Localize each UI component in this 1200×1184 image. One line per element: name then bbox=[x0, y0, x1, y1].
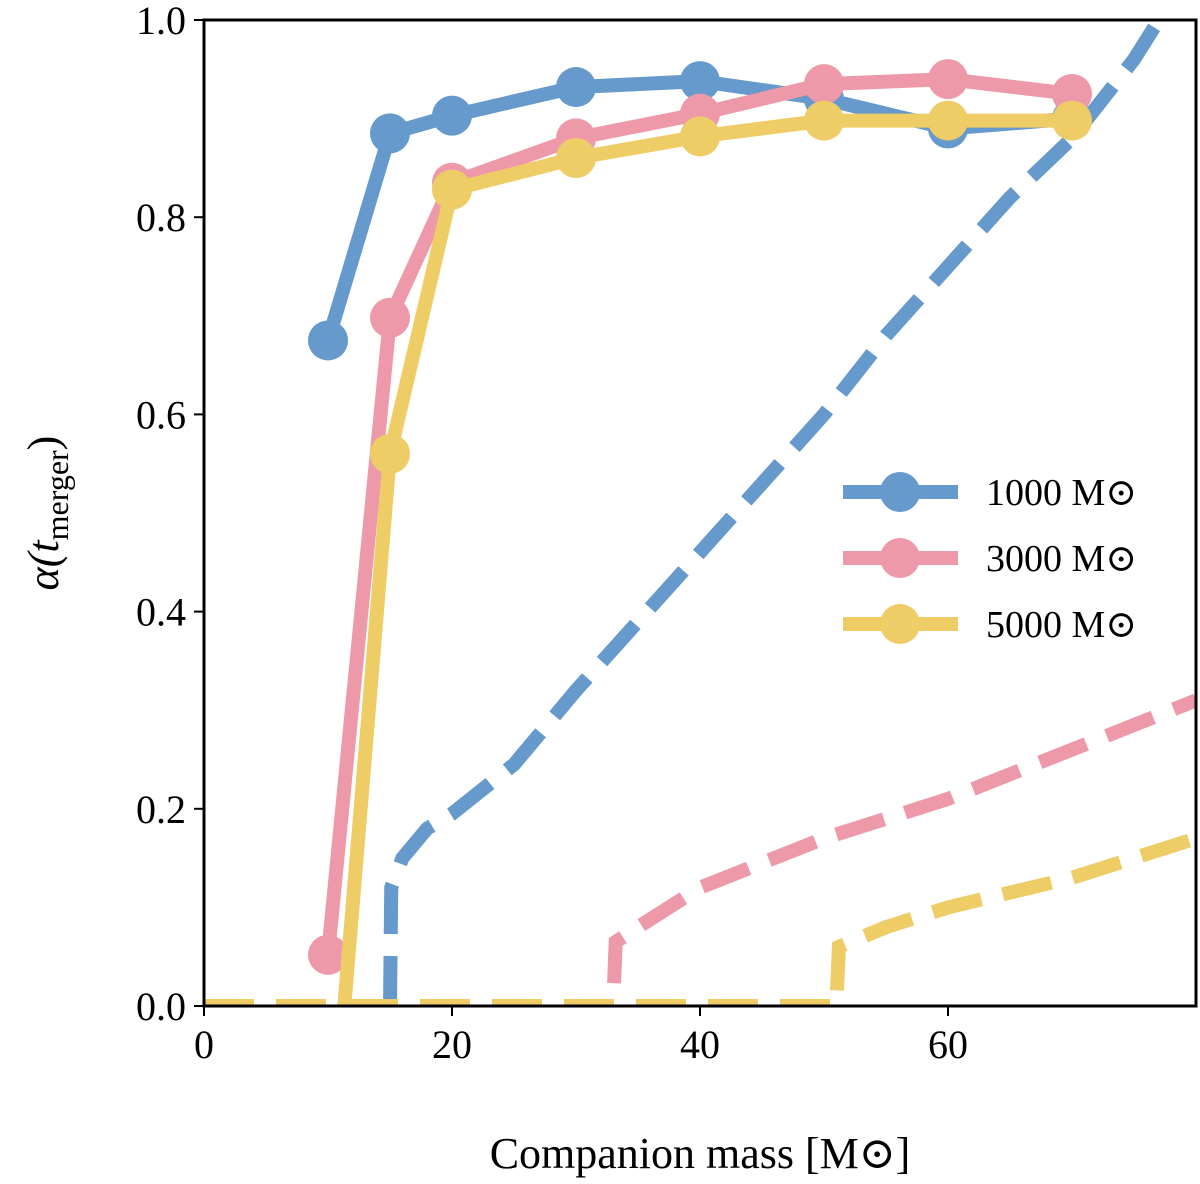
solid-lines bbox=[308, 59, 1092, 1006]
y-tick-label: 0.4 bbox=[136, 590, 186, 635]
data-point bbox=[928, 100, 968, 141]
data-point bbox=[308, 934, 348, 975]
legend-label: 1000 M⊙ bbox=[986, 472, 1137, 514]
y-axis: 0.0 0.2 0.4 0.6 0.8 1.0 bbox=[136, 0, 204, 1029]
dashed-line-0 bbox=[383, 20, 1165, 1006]
data-point bbox=[432, 169, 472, 210]
legend-label: 3000 M⊙ bbox=[986, 538, 1137, 580]
data-point bbox=[432, 95, 472, 136]
data-point bbox=[680, 61, 720, 102]
x-axis: 0 20 40 60 bbox=[194, 1006, 968, 1067]
y-tick-label: 1.0 bbox=[136, 0, 186, 43]
data-point bbox=[556, 67, 596, 108]
dashed-line-2 bbox=[204, 831, 1196, 1006]
data-point bbox=[680, 116, 720, 157]
data-point bbox=[370, 297, 410, 338]
legend-label: 5000 M⊙ bbox=[986, 604, 1137, 646]
dashed-lines bbox=[204, 20, 1196, 1006]
x-tick-label: 20 bbox=[432, 1022, 472, 1067]
y-tick-label: 0.6 bbox=[136, 392, 186, 437]
data-point bbox=[804, 100, 844, 141]
legend: 1000 M⊙ 3000 M⊙ 5000 M⊙ bbox=[843, 472, 1137, 646]
legend-marker bbox=[880, 538, 920, 578]
data-point bbox=[370, 113, 410, 154]
x-tick-label: 40 bbox=[680, 1022, 720, 1067]
legend-marker bbox=[880, 472, 920, 512]
y-tick-label: 0.0 bbox=[136, 984, 186, 1029]
data-point bbox=[1052, 100, 1092, 141]
x-tick-label: 0 bbox=[194, 1022, 214, 1067]
data-point bbox=[556, 138, 596, 179]
series-line-2 bbox=[337, 113, 1072, 1006]
y-tick-label: 0.2 bbox=[136, 787, 186, 832]
y-tick-label: 0.8 bbox=[136, 195, 186, 240]
data-point bbox=[804, 64, 844, 105]
data-point bbox=[370, 433, 410, 474]
series-line-1 bbox=[321, 72, 1073, 956]
y-axis-label: α(tmerger) bbox=[19, 436, 75, 591]
x-axis-label: Companion mass [M⊙] bbox=[490, 1129, 911, 1178]
x-tick-label: 60 bbox=[928, 1022, 968, 1067]
legend-marker bbox=[880, 604, 920, 644]
data-point bbox=[308, 320, 348, 361]
data-point bbox=[928, 59, 968, 100]
